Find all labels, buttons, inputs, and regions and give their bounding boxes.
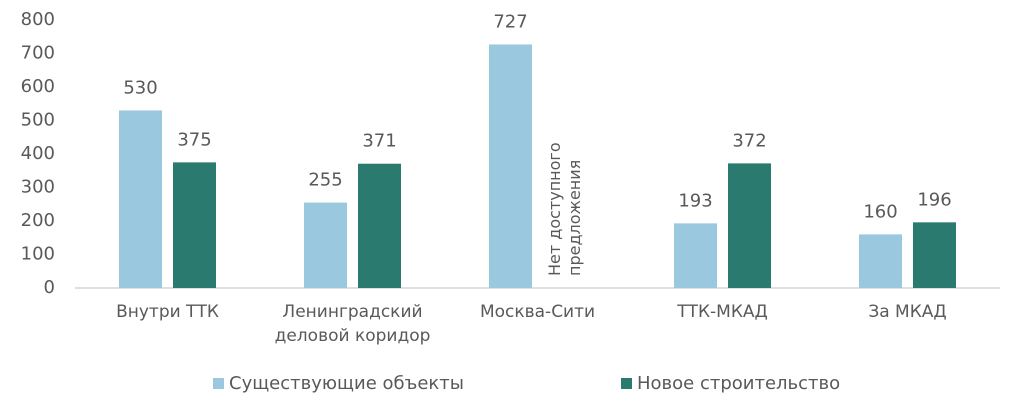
bar [489, 44, 532, 288]
value-label: 196 [917, 189, 951, 210]
annotation: Нет доступного предложения [544, 142, 584, 276]
y-tick-label: 600 [21, 76, 55, 97]
value-label: 160 [863, 201, 897, 222]
x-tick-label: Ленинградский деловой коридор [274, 302, 431, 346]
y-tick-label: 400 [21, 143, 55, 164]
y-tick-label: 300 [21, 177, 55, 198]
x-tick-label: За МКАД [868, 302, 947, 322]
value-label: 375 [177, 129, 211, 150]
value-label: 193 [678, 190, 712, 211]
y-tick-label: 100 [21, 244, 55, 265]
legend-swatch [213, 378, 224, 389]
x-tick-label: ТТК-МКАД [677, 302, 768, 322]
bar [728, 163, 771, 288]
value-label: 727 [493, 11, 527, 32]
bar [913, 222, 956, 288]
y-tick-label: 200 [21, 210, 55, 231]
bar [674, 223, 717, 288]
value-label: 372 [732, 130, 766, 151]
value-label: 530 [123, 77, 157, 98]
x-tick-label: Внутри ТТК [116, 302, 219, 322]
bar [119, 110, 162, 288]
bar [358, 163, 401, 288]
y-tick-label: 500 [21, 110, 55, 131]
y-tick-label: 700 [21, 43, 55, 64]
legend-label: Существующие объекты [229, 373, 464, 394]
bar [859, 234, 902, 288]
bar [304, 202, 347, 288]
y-tick-label: 800 [21, 9, 55, 30]
value-label: 255 [308, 170, 342, 191]
y-tick-label: 0 [44, 277, 55, 298]
legend-swatch [621, 378, 632, 389]
bar [173, 162, 216, 288]
value-label: 371 [362, 131, 396, 152]
legend-label: Новое строительство [637, 373, 840, 394]
x-tick-label: Москва-Сити [479, 302, 596, 322]
